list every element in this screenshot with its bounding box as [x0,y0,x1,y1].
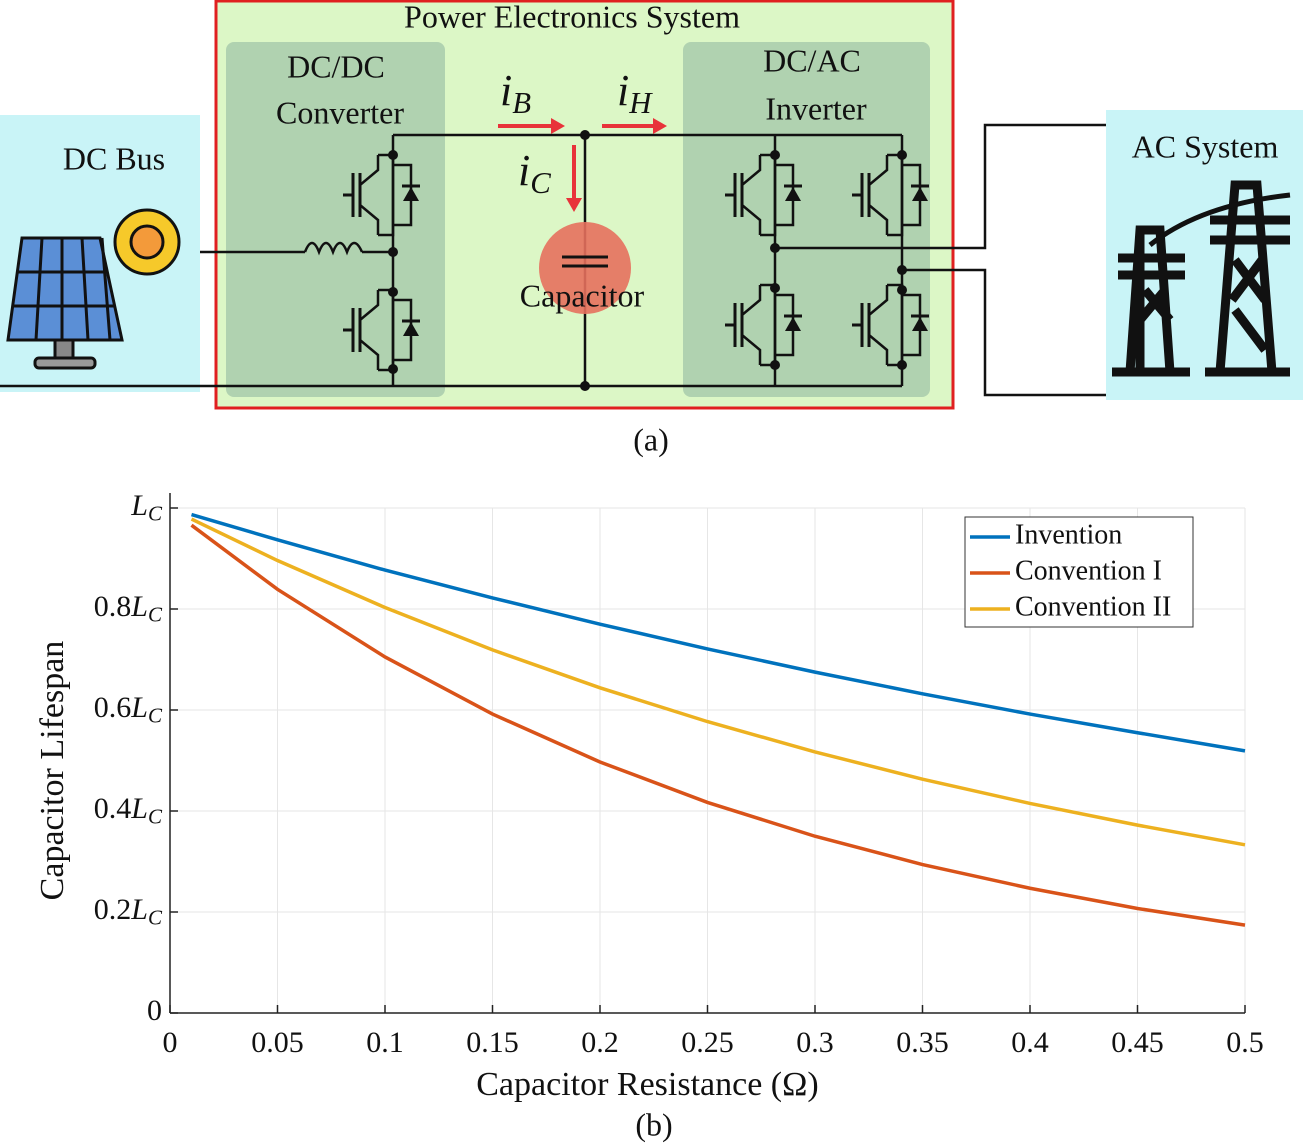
x-tick-label: 0.2 [581,1026,619,1059]
capacitor-highlight [539,222,631,314]
y-tick-label: 0.8LC [94,590,163,626]
y-tick-label: 0 [147,994,162,1027]
y-tick-label: 0.2LC [94,893,163,929]
legend-label: Convention II [1015,591,1171,622]
converter-box [226,42,445,397]
capacitor-label: Capacitor [520,277,645,313]
current-label: iH [617,66,653,120]
tower-icon [1112,180,1291,377]
inductor [303,241,364,256]
series-line [191,512,1246,753]
x-tick-label: 0.1 [366,1026,404,1059]
series-line [190,517,1246,847]
y-axis-label: Capacitor Lifespan [34,641,71,901]
converter-label: Converter [276,94,404,130]
current-label: iC [518,146,551,200]
legend-label: Invention [1015,519,1122,550]
series-line [190,523,1246,927]
x-axis-label: Capacitor Resistance (Ω) [476,1066,818,1103]
x-tick-label: 0.35 [896,1026,949,1059]
x-tick-label: 0.05 [251,1026,304,1059]
x-tick-label: 0.4 [1011,1026,1049,1059]
converter-label: DC/DC [287,48,385,84]
capacitor-symbol [562,255,608,268]
diagram: Power Electronics System DC/DC Converter… [0,0,1303,457]
x-tick-label: 0.25 [681,1026,734,1059]
current-label: iB [500,66,531,120]
current-arrows [498,118,667,212]
y-tick-label: LC [130,489,163,525]
x-tick-label: 0.15 [466,1026,519,1059]
solar-panel-icon [6,208,181,370]
y-tick-label: 0.4LC [94,792,163,828]
system-title: Power Electronics System [404,0,740,34]
load-label: AC System [1132,128,1279,164]
x-tick-label: 0.3 [796,1026,834,1059]
y-tick-label: 0.6LC [94,691,163,727]
chart: 0 0.05 0.1 0.15 0.2 0.25 0.3 0.35 0.4 0.45 0.5 0 0.2… [34,489,1264,1142]
caption: (b) [635,1106,672,1142]
legend-label: Convention I [1015,555,1162,586]
x-tick-label: 0.45 [1111,1026,1164,1059]
caption: (a) [633,421,669,457]
source-label: DC Bus [63,140,165,176]
x-tick-label: 0 [163,1026,178,1059]
inverter-label: DC/AC [763,42,861,78]
x-tick-label: 0.5 [1226,1026,1264,1059]
inverter-label: Inverter [765,90,867,126]
